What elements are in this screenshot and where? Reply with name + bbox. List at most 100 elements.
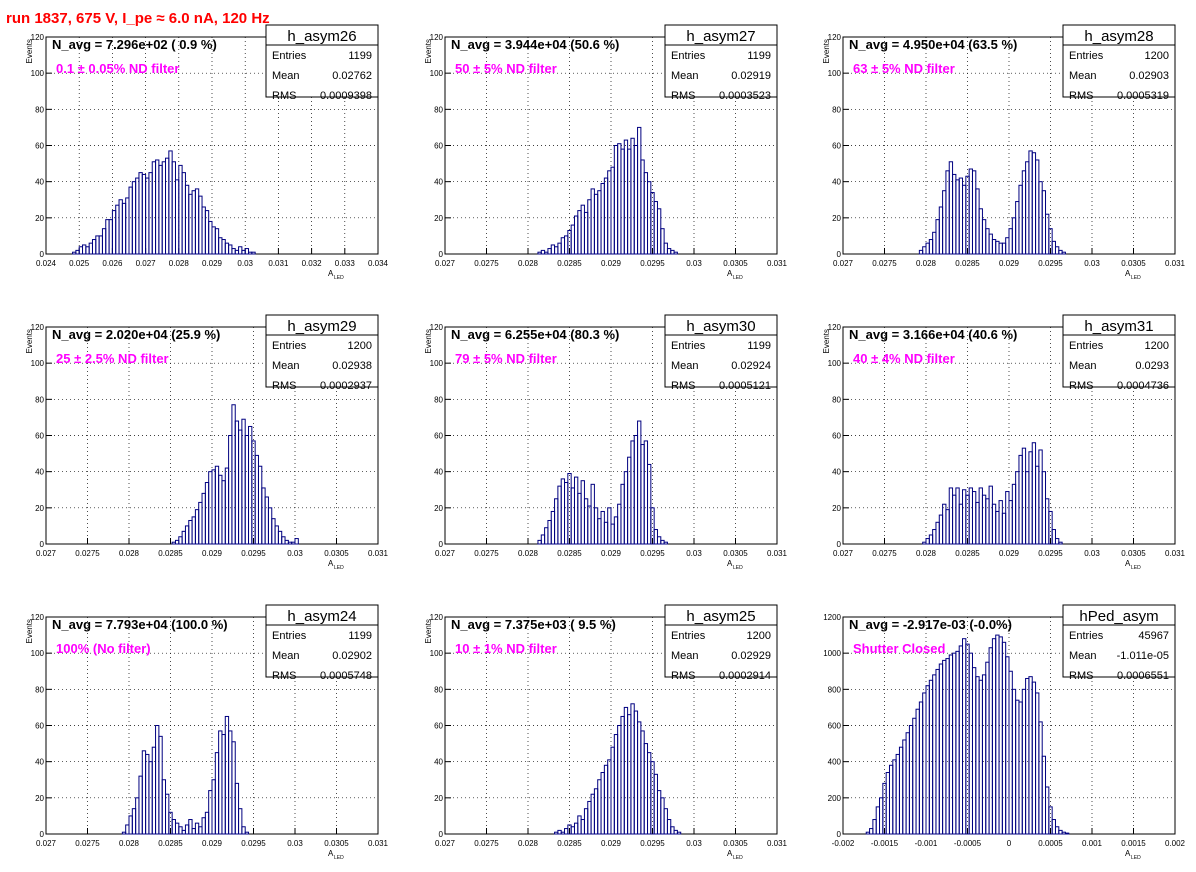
y-tick-label: 80 — [35, 395, 44, 404]
x-tick-label: 0.027 — [435, 839, 456, 848]
x-tick-label: 0.028 — [119, 549, 140, 558]
x-tick-label: 0.001 — [1082, 839, 1103, 848]
y-tick-label: 120 — [828, 323, 842, 332]
stats-label: Entries — [272, 630, 307, 642]
x-tick-label: 0.0295 — [241, 839, 266, 848]
x-tick-label: 0.029 — [202, 259, 223, 268]
y-tick-label: 600 — [828, 722, 842, 731]
navg-label: N_avg = 7.793e+04 (100.0 %) — [52, 617, 228, 632]
histogram-bin — [188, 819, 193, 835]
stats-label: Mean — [671, 650, 699, 662]
histogram-bin — [647, 463, 652, 545]
stats-value: 0.0005319 — [1117, 90, 1169, 102]
y-tick-label: 1000 — [823, 649, 841, 658]
x-tick-label: 0.0285 — [955, 259, 980, 268]
y-tick-label: 40 — [35, 178, 44, 187]
x-tick-label: 0.028 — [518, 259, 539, 268]
histogram-name: h_asym28 — [1084, 28, 1153, 45]
histogram-bin — [1058, 541, 1063, 545]
y-tick-label: 120 — [31, 613, 45, 622]
stats-box — [1062, 604, 1176, 678]
x-tick-label: 0.002 — [1165, 839, 1186, 848]
x-tick-label: 0.03 — [686, 549, 702, 558]
histogram-panel-h_asym28: 0.027 0.0275 0.028 0.0285 0.029 0.0295 0.03 0.0… — [822, 24, 1186, 281]
x-tick-label: 0.0275 — [474, 839, 499, 848]
histogram-bins — [918, 150, 1066, 255]
stats-label: Entries — [671, 630, 706, 642]
y-tick-label: 100 — [430, 649, 444, 658]
filter-note: 79 ± 5% ND filter — [455, 351, 557, 366]
filter-note: 100% (No filter) — [56, 641, 151, 656]
x-tick-label: 0.027 — [833, 259, 854, 268]
histogram-bins — [537, 420, 668, 545]
x-tick-label: 0.03 — [686, 839, 702, 848]
x-tick-label: 0.0285 — [557, 839, 582, 848]
histogram-bins — [922, 442, 1063, 545]
histogram-bin — [676, 831, 682, 835]
y-tick-label: 120 — [31, 323, 45, 332]
y-tick-label: 60 — [35, 142, 44, 151]
stats-box — [1062, 24, 1176, 98]
x-tick-label: 0.0295 — [640, 259, 665, 268]
histogram-panel-h_asym25: 0.027 0.0275 0.028 0.0285 0.029 0.0295 0.03 0.0… — [424, 604, 788, 861]
x-tick-label: -0.001 — [915, 839, 938, 848]
x-tick-label: 0.031 — [767, 839, 788, 848]
y-axis-label: Events — [25, 619, 34, 643]
x-tick-label: 0.029 — [202, 549, 223, 558]
x-axis-label-subscript: LED — [1131, 275, 1141, 281]
histogram-bin — [241, 826, 246, 835]
y-tick-label: 40 — [35, 468, 44, 477]
histogram-name: h_asym29 — [287, 318, 356, 335]
stats-value: 1199 — [348, 630, 372, 642]
histogram-bin — [244, 248, 250, 255]
x-axis-label: A — [1125, 849, 1131, 858]
stats-label: RMS — [671, 90, 695, 102]
navg-label: N_avg = 7.375e+03 ( 9.5 %) — [451, 617, 616, 632]
y-axis-label: Events — [822, 329, 831, 353]
x-tick-label: 0.0275 — [75, 839, 100, 848]
y-axis-label: Events — [25, 329, 34, 353]
x-tick-label: 0.027 — [435, 259, 456, 268]
x-tick-label: 0.0285 — [557, 259, 582, 268]
y-tick-label: 20 — [434, 504, 443, 513]
x-tick-label: 0.0275 — [75, 549, 100, 558]
navg-label: N_avg = -2.917e-03 (-0.0%) — [849, 617, 1012, 632]
x-tick-label: 0.0295 — [1038, 259, 1063, 268]
x-tick-label: 0.0275 — [872, 259, 897, 268]
x-tick-label: 0.031 — [767, 549, 788, 558]
stats-label: RMS — [272, 670, 296, 682]
y-tick-label: 20 — [434, 214, 443, 223]
y-tick-label: 0 — [439, 830, 444, 839]
histogram-bin — [1061, 251, 1066, 255]
stats-value: 0.0005748 — [320, 670, 372, 682]
y-axis-label: Events — [424, 329, 433, 353]
y-tick-label: 0 — [837, 830, 842, 839]
y-tick-label: 80 — [434, 685, 443, 694]
y-tick-label: 0 — [40, 830, 45, 839]
x-axis-label-subscript: LED — [733, 855, 743, 861]
histogram-bins — [72, 150, 256, 255]
y-tick-label: 40 — [35, 758, 44, 767]
x-tick-label: 0 — [1007, 839, 1012, 848]
y-tick-label: 60 — [832, 142, 841, 151]
stats-value: 0.0004736 — [1117, 380, 1169, 392]
stats-box — [265, 604, 379, 678]
stats-label: RMS — [1069, 670, 1093, 682]
stats-value: 1199 — [747, 340, 771, 352]
y-tick-label: 100 — [430, 69, 444, 78]
histogram-panel-h_asym29: 0.027 0.0275 0.028 0.0285 0.029 0.0295 0.03 0.0… — [25, 314, 389, 571]
histogram-name: h_asym25 — [686, 608, 755, 625]
run-title: run 1837, 675 V, I_pe ≈ 6.0 nA, 120 Hz — [6, 10, 270, 27]
x-axis-label-subscript: LED — [733, 275, 743, 281]
x-tick-label: 0.031 — [368, 839, 389, 848]
stats-label: Mean — [1069, 70, 1097, 82]
x-tick-label: 0.031 — [268, 259, 289, 268]
histogram-name: h_asym31 — [1084, 318, 1153, 335]
y-tick-label: 100 — [430, 359, 444, 368]
x-tick-label: 0.025 — [69, 259, 90, 268]
histogram-bin — [1064, 832, 1070, 835]
y-tick-label: 40 — [434, 758, 443, 767]
y-tick-label: 120 — [828, 33, 842, 42]
